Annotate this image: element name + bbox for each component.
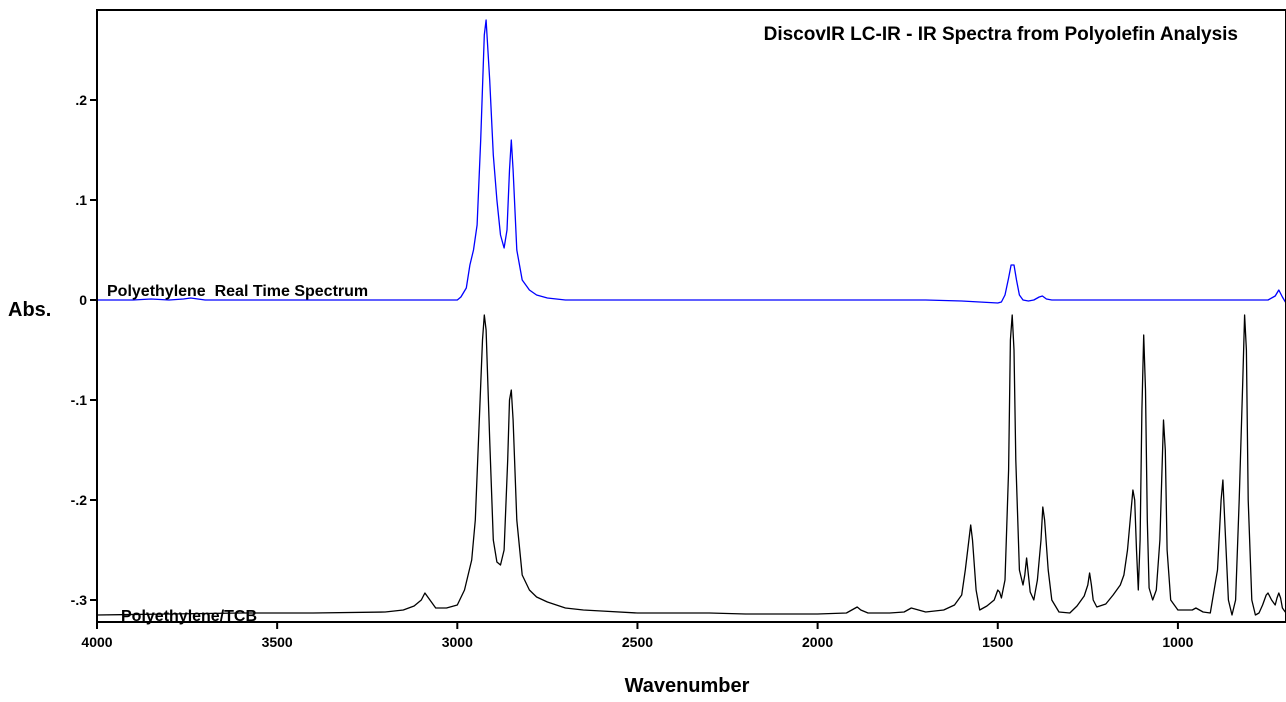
series-line-realtime: [97, 19, 1286, 304]
x-tick-label: 1500: [982, 634, 1013, 650]
x-tick-label: 2500: [622, 634, 653, 650]
series-label-tcb: Polyethylene/TCB: [121, 608, 257, 625]
x-tick-label: 1000: [1162, 634, 1193, 650]
series-layer: [96, 19, 1286, 616]
y-tick-label: -.3: [71, 592, 88, 608]
y-tick-label: -.2: [71, 492, 88, 508]
x-axis-ticks: 4000 3500 3000 2500 2000 1500 1000: [81, 622, 1194, 650]
series-line-tcb: [96, 314, 1286, 616]
x-axis-title: Wavenumber: [625, 675, 750, 697]
x-tick-label: 2000: [802, 634, 833, 650]
y-axis-title: Abs.: [8, 299, 51, 321]
series-label-realtime: Polyethylene Real Time Spectrum: [107, 283, 368, 300]
plot-frame: [96, 9, 1286, 623]
plot-area: .2 .1 0 -.1 -.2 -.3 4000 3500 3000 2500 2000 1500 1…: [71, 9, 1286, 650]
x-tick-label: 3500: [262, 634, 293, 650]
y-tick-label: 0: [79, 292, 87, 308]
y-tick-label: .2: [75, 92, 87, 108]
y-tick-label: .1: [75, 192, 87, 208]
x-tick-label: 4000: [81, 634, 112, 650]
y-axis-ticks: .2 .1 0 -.1 -.2 -.3: [71, 92, 97, 608]
x-tick-label: 3000: [442, 634, 473, 650]
y-tick-label: -.1: [71, 392, 88, 408]
chart-title: DiscovIR LC-IR - IR Spectra from Polyole…: [764, 24, 1238, 45]
